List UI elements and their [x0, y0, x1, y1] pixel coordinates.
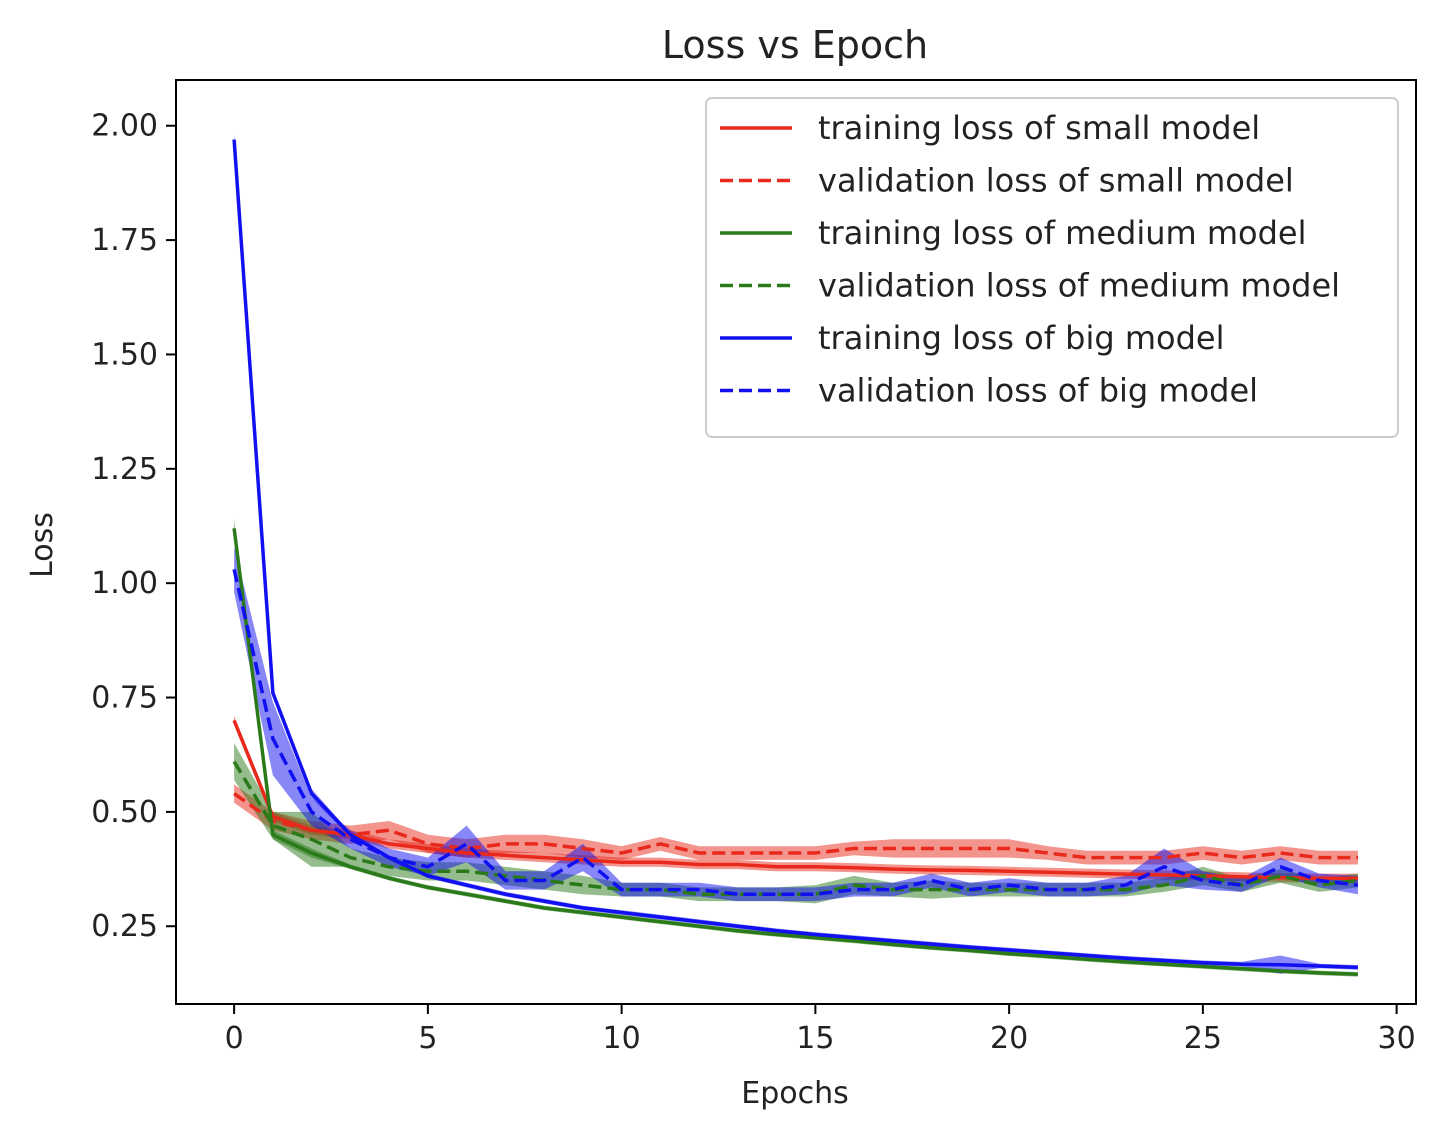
y-tick-label: 0.75: [91, 681, 158, 716]
x-tick-label: 15: [796, 1021, 834, 1056]
legend-label: validation loss of small model: [818, 162, 1294, 200]
series-0-line: [232, 719, 1358, 880]
plot-frame: [175, 79, 1417, 1005]
x-tick-label: 25: [1184, 1021, 1222, 1056]
y-axis-title: Loss: [25, 512, 60, 578]
chart-title: Loss vs Epoch: [662, 23, 928, 67]
axis-ticks: 0 5 10 15 20 25 30 0.25 0.50 0.75 1.00 1.25 1.50 1.75…: [91, 109, 1416, 1056]
series-4-line: [232, 139, 1358, 970]
plot-area: [232, 134, 1359, 977]
y-tick-label: 0.50: [91, 795, 158, 830]
series-5-line: [232, 569, 1359, 896]
legend-label: validation loss of medium model: [818, 267, 1340, 305]
legend-label: training loss of big model: [818, 319, 1224, 357]
legend: training loss of small model validation l…: [705, 97, 1399, 438]
y-tick-label: 0.25: [91, 909, 158, 944]
y-tick-label: 1.50: [91, 337, 158, 372]
series-1-line: [233, 792, 1358, 860]
x-tick-label: 30: [1378, 1021, 1416, 1056]
y-tick-label: 1.75: [91, 223, 158, 258]
legend-label: validation loss of big model: [818, 372, 1258, 410]
legend-box: [705, 97, 1399, 438]
x-tick-label: 0: [225, 1021, 244, 1056]
series-2-line: [232, 528, 1358, 977]
x-tick-label: 20: [990, 1021, 1028, 1056]
legend-label: training loss of small model: [818, 109, 1260, 147]
x-tick-label: 10: [603, 1021, 641, 1056]
y-tick-label: 2.00: [91, 109, 158, 144]
y-tick-label: 1.25: [91, 452, 158, 487]
y-tick-label: 1.00: [91, 566, 158, 601]
x-tick-label: 5: [418, 1021, 437, 1056]
legend-label: training loss of medium model: [818, 214, 1306, 252]
x-axis-title: Epochs: [741, 1076, 849, 1111]
series-2-band: [234, 519, 1358, 977]
series-3-line: [232, 760, 1359, 896]
